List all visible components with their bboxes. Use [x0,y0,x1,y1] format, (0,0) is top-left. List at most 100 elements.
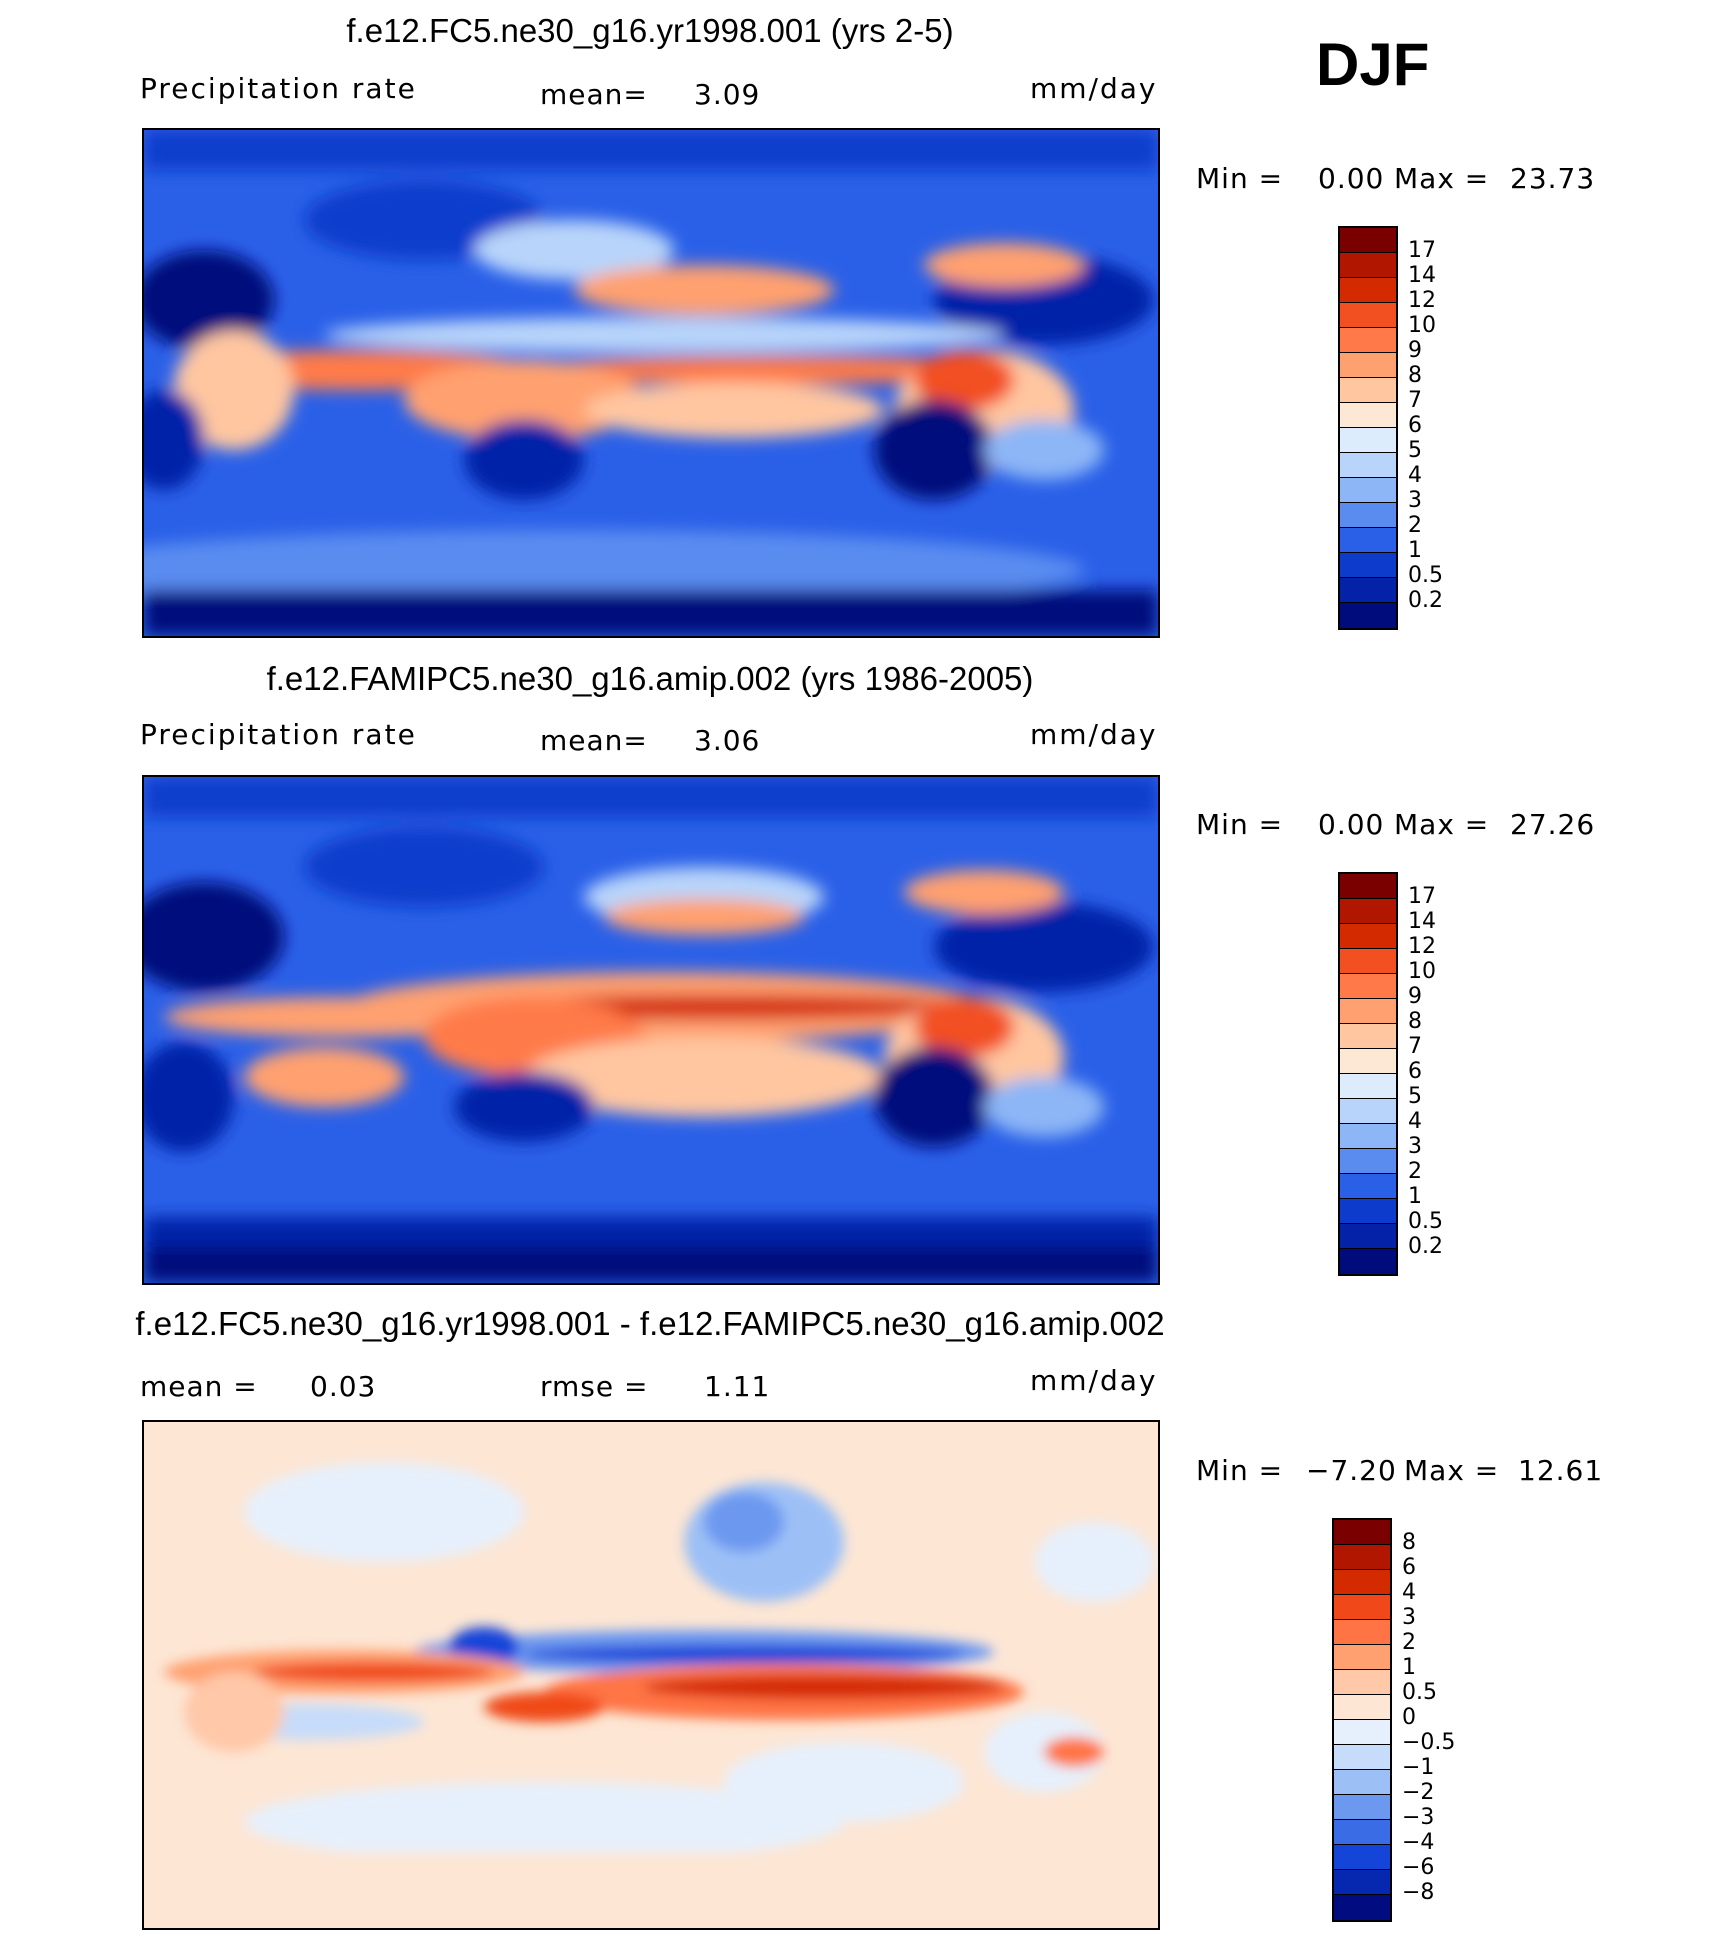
panel-1-mean-value: 3.09 [694,78,761,111]
colorbar-tick-label: 10 [1408,313,1436,338]
colorbar-segment [1340,924,1396,949]
panel-3-rmse-value: 1.11 [704,1370,771,1403]
colorbar-tick-label: 5 [1408,438,1422,463]
panel-2-mean-label: mean= [540,724,648,757]
colorbar-segment [1334,1545,1390,1570]
colorbar-tick-label: 8 [1408,363,1422,388]
colorbar-tick-label: 5 [1408,1084,1422,1109]
colorbar-tick-label: 4 [1408,1109,1422,1134]
panel-2-colorbar [1338,872,1398,1276]
colorbar-tick-label: 0.2 [1408,1234,1443,1259]
colorbar-segment [1334,1595,1390,1620]
panel-2-units: mm/day [1030,718,1158,751]
panel-2-min-label: Min = [1196,808,1284,841]
panel-1-map [142,128,1160,638]
colorbar-tick-label: 0.5 [1408,1209,1443,1234]
panel-1-mean-label: mean= [540,78,648,111]
colorbar-tick-label: 6 [1408,413,1422,438]
colorbar-tick-label: −4 [1402,1830,1435,1855]
colorbar-tick-label: 7 [1408,388,1422,413]
colorbar-segment [1340,1174,1396,1199]
colorbar-segment [1340,1149,1396,1174]
colorbar-segment [1340,453,1396,478]
colorbar-segment [1334,1570,1390,1595]
colorbar-segment [1340,874,1396,899]
colorbar-segment [1340,1224,1396,1249]
colorbar-segment [1340,553,1396,578]
panel-1-max-label: Max = [1394,162,1490,195]
panel-3-max-label: Max = [1404,1454,1500,1487]
panel-3-mean-value: 0.03 [310,1370,377,1403]
panel-3-rmse-label: rmse = [540,1370,649,1403]
colorbar-segment [1340,1249,1396,1274]
panel-3-min-label: Min = [1196,1454,1284,1487]
colorbar-tick-label: 3 [1402,1605,1416,1630]
colorbar-tick-label: 1 [1408,1184,1422,1209]
panel-3-colorbar [1332,1518,1392,1922]
colorbar-tick-label: 3 [1408,1134,1422,1159]
colorbar-tick-label: 0.5 [1408,563,1443,588]
colorbar-tick-label: 0 [1402,1705,1416,1730]
colorbar-tick-label: 6 [1402,1555,1416,1580]
colorbar-segment [1334,1620,1390,1645]
colorbar-segment [1340,974,1396,999]
panel-2-mean-value: 3.06 [694,724,761,757]
colorbar-tick-label: 10 [1408,959,1436,984]
colorbar-tick-label: 12 [1408,288,1436,313]
colorbar-tick-label: 0.2 [1408,588,1443,613]
panel-3-units: mm/day [1030,1364,1158,1397]
colorbar-segment [1340,228,1396,253]
colorbar-segment [1340,1074,1396,1099]
colorbar-tick-label: 7 [1408,1034,1422,1059]
colorbar-segment [1340,303,1396,328]
panel-1-title: f.e12.FC5.ne30_g16.yr1998.001 (yrs 2-5) [346,12,954,49]
panel-3-title: f.e12.FC5.ne30_g16.yr1998.001 - f.e12.FA… [135,1305,1165,1342]
colorbar-segment [1340,528,1396,553]
panel-3-map [142,1420,1160,1930]
colorbar-tick-label: 6 [1408,1059,1422,1084]
colorbar-tick-label: −0.5 [1402,1730,1456,1755]
panel-2-max-value: 27.26 [1510,808,1596,841]
panel-2-max-label: Max = [1394,808,1490,841]
colorbar-tick-label: 12 [1408,934,1436,959]
colorbar-tick-label: −1 [1402,1755,1435,1780]
panel-2-field-label: Precipitation rate [140,718,417,751]
panel-1-field-label: Precipitation rate [140,72,417,105]
panel-2-min-value: 0.00 [1318,808,1385,841]
panel-3-mean-label: mean = [140,1370,258,1403]
colorbar-tick-label: 0.5 [1402,1680,1437,1705]
colorbar-segment [1340,403,1396,428]
colorbar-segment [1334,1895,1390,1920]
colorbar-tick-label: 2 [1402,1630,1416,1655]
colorbar-tick-label: 17 [1408,884,1436,909]
colorbar-segment [1340,328,1396,353]
colorbar-segment [1340,1099,1396,1124]
panel-1-min-value: 0.00 [1318,162,1385,195]
colorbar-segment [1340,428,1396,453]
colorbar-segment [1340,1049,1396,1074]
colorbar-segment [1334,1645,1390,1670]
colorbar-segment [1334,1720,1390,1745]
colorbar-segment [1340,1024,1396,1049]
panel-1-colorbar [1338,226,1398,630]
colorbar-segment [1340,378,1396,403]
colorbar-tick-label: −3 [1402,1805,1435,1830]
colorbar-segment [1340,899,1396,924]
colorbar-tick-label: 4 [1408,463,1422,488]
colorbar-tick-label: 4 [1402,1580,1416,1605]
panel-1-max-value: 23.73 [1510,162,1596,195]
colorbar-segment [1340,578,1396,603]
colorbar-tick-label: 2 [1408,1159,1422,1184]
panel-1-min-label: Min = [1196,162,1284,195]
colorbar-tick-label: −8 [1402,1880,1435,1905]
colorbar-tick-label: 1 [1402,1655,1416,1680]
colorbar-segment [1340,999,1396,1024]
colorbar-tick-label: 17 [1408,238,1436,263]
colorbar-segment [1340,1199,1396,1224]
colorbar-segment [1334,1670,1390,1695]
panel-3-difference-field [144,1422,1158,1928]
colorbar-segment [1340,253,1396,278]
colorbar-tick-label: 14 [1408,263,1436,288]
colorbar-tick-label: 14 [1408,909,1436,934]
colorbar-tick-label: 9 [1408,984,1422,1009]
